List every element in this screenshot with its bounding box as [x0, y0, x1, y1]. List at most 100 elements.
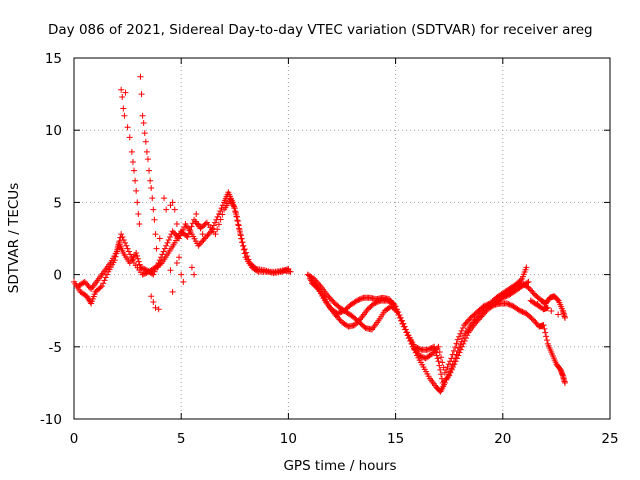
data-point: [161, 245, 168, 252]
data-point: [338, 308, 345, 315]
data-point: [417, 353, 424, 360]
data-point: [436, 362, 443, 369]
data-point: [504, 300, 511, 307]
data-point: [180, 278, 187, 285]
data-point: [391, 301, 398, 308]
data-point: [477, 314, 484, 321]
data-point: [118, 86, 125, 93]
data-point: [447, 358, 454, 365]
data-point: [152, 304, 159, 311]
data-point: [426, 346, 433, 353]
data-point: [140, 119, 147, 126]
data-point: [188, 223, 195, 230]
data-point: [133, 187, 140, 194]
data-point: [285, 265, 292, 272]
data-point: [462, 335, 469, 342]
data-point: [237, 232, 244, 239]
data-point: [163, 242, 170, 249]
data-point: [327, 296, 334, 303]
data-point: [438, 371, 445, 378]
data-point: [159, 251, 166, 258]
data-point: [452, 344, 459, 351]
data-point: [119, 234, 126, 241]
data-point: [354, 297, 361, 304]
data-point: [284, 266, 291, 273]
data-point: [506, 301, 513, 308]
y-tick-label: 5: [53, 195, 62, 211]
data-point: [424, 346, 431, 353]
data-point: [442, 377, 449, 384]
data-point: [239, 239, 246, 246]
data-point: [452, 358, 459, 365]
data-point: [433, 352, 440, 359]
data-point: [335, 310, 342, 317]
data-point: [278, 268, 285, 275]
data-point: [200, 236, 207, 243]
data-point: [435, 358, 442, 365]
data-point: [169, 228, 176, 235]
y-tick-label: -5: [49, 340, 62, 356]
data-point: [308, 277, 315, 284]
x-tick-label: 20: [494, 431, 511, 447]
data-point: [83, 280, 90, 287]
data-point: [418, 353, 425, 360]
data-point: [475, 316, 482, 323]
data-point: [456, 349, 463, 356]
data-point: [528, 315, 535, 322]
data-point: [113, 248, 120, 255]
data-point: [447, 369, 454, 376]
data-point: [210, 222, 217, 229]
data-point: [334, 310, 341, 317]
data-point: [458, 327, 465, 334]
data-point: [199, 238, 206, 245]
data-point: [399, 317, 406, 324]
data-point: [251, 264, 258, 271]
data-point: [169, 199, 176, 206]
data-point: [134, 252, 141, 259]
data-point: [456, 333, 463, 340]
data-point: [415, 345, 422, 352]
data-point: [232, 209, 239, 216]
data-point: [541, 325, 548, 332]
data-point: [326, 294, 333, 301]
y-tick-label: 10: [45, 123, 62, 139]
data-point: [191, 271, 198, 278]
data-point: [519, 308, 526, 315]
data-point: [460, 340, 467, 347]
data-point: [454, 336, 461, 343]
data-point: [134, 255, 141, 262]
data-point: [120, 236, 127, 243]
data-point: [400, 320, 407, 327]
data-point: [457, 346, 464, 353]
data-point: [102, 274, 109, 281]
data-point: [196, 241, 203, 248]
data-point: [100, 280, 107, 287]
data-point: [121, 112, 128, 119]
data-point: [414, 344, 421, 351]
data-point: [212, 231, 219, 238]
data-point: [443, 375, 450, 382]
data-point: [118, 231, 125, 238]
data-point: [138, 91, 145, 98]
data-point: [533, 320, 540, 327]
data-point: [152, 231, 159, 238]
data-point: [516, 307, 523, 314]
data-point: [473, 319, 480, 326]
data-point: [388, 299, 395, 306]
data-point: [471, 320, 478, 327]
data-point: [81, 278, 88, 285]
data-point: [202, 220, 209, 227]
data-point: [505, 301, 512, 308]
data-point: [329, 297, 336, 304]
data-point: [509, 302, 516, 309]
data-point: [203, 234, 210, 241]
data-point: [181, 223, 188, 230]
data-point: [431, 343, 438, 350]
data-point: [457, 330, 464, 337]
data-point: [134, 199, 141, 206]
data-point: [438, 354, 445, 361]
data-point: [543, 337, 550, 344]
data-point: [178, 271, 185, 278]
data-point: [144, 156, 151, 163]
data-point: [411, 343, 418, 350]
